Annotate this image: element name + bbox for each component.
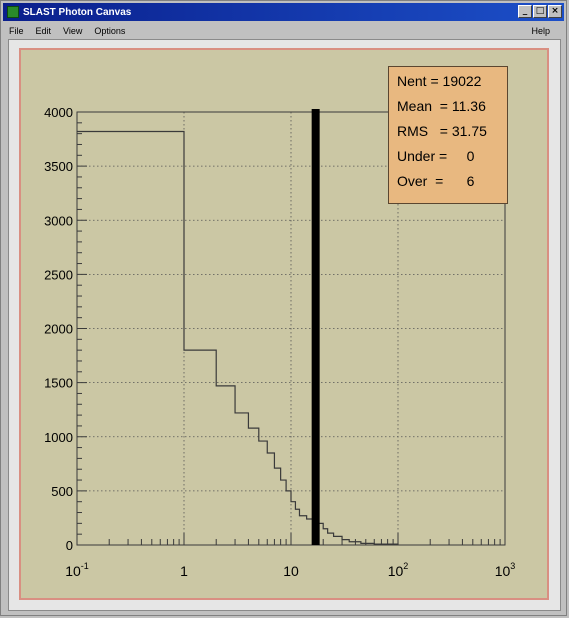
y-tick-label: 3500 [44, 159, 73, 174]
y-tick-label: 1500 [44, 376, 73, 391]
stat-over: Over = 6 [397, 173, 475, 189]
minimize-button[interactable]: _ [518, 5, 532, 18]
histogram-outline [77, 130, 399, 545]
y-tick-label: 4000 [44, 105, 73, 120]
maximize-button[interactable]: □ [533, 5, 547, 18]
axes [76, 111, 506, 546]
stat-nent: Nent = 19022 [397, 73, 482, 89]
window-controls: _ □ × [518, 5, 562, 18]
title-bar[interactable]: SLAST Photon Canvas _ □ × [3, 3, 564, 21]
stat-under: Under = 0 [397, 148, 475, 164]
x-tick-exponent: -1 [81, 561, 89, 571]
stat-mean: Mean = 11.36 [397, 98, 486, 114]
x-tick-exponent: 2 [403, 561, 408, 571]
y-tick-label: 2500 [44, 267, 73, 282]
x-tick-label: 102 [388, 561, 409, 579]
x-tick-label: 10-1 [65, 561, 89, 579]
close-button[interactable]: × [548, 5, 562, 18]
y-tick-label: 1000 [44, 430, 73, 445]
menu-edit[interactable]: Edit [35, 26, 52, 36]
x-tick-label: 1 [180, 563, 188, 579]
x-tick-label: 10 [283, 563, 299, 579]
window-title: SLAST Photon Canvas [23, 6, 132, 18]
histogram-series [77, 109, 399, 545]
menu-bar: File Edit View Options Help [3, 23, 564, 39]
menu-file[interactable]: File [9, 26, 24, 36]
stats-box: Nent = 19022 Mean = 11.36 RMS = 31.75 Un… [388, 66, 508, 204]
y-tick-label: 500 [51, 484, 73, 499]
y-tick-label: 3000 [44, 213, 73, 228]
y-tick-label: 2000 [44, 322, 73, 337]
menu-view[interactable]: View [63, 26, 83, 36]
menu-help[interactable]: Help [531, 26, 550, 36]
menu-options[interactable]: Options [94, 26, 126, 36]
x-tick-label: 103 [495, 561, 516, 579]
app-icon [7, 6, 19, 18]
stat-rms: RMS = 31.75 [397, 123, 487, 139]
x-tick-exponent: 3 [510, 561, 515, 571]
y-tick-label: 0 [66, 538, 73, 553]
